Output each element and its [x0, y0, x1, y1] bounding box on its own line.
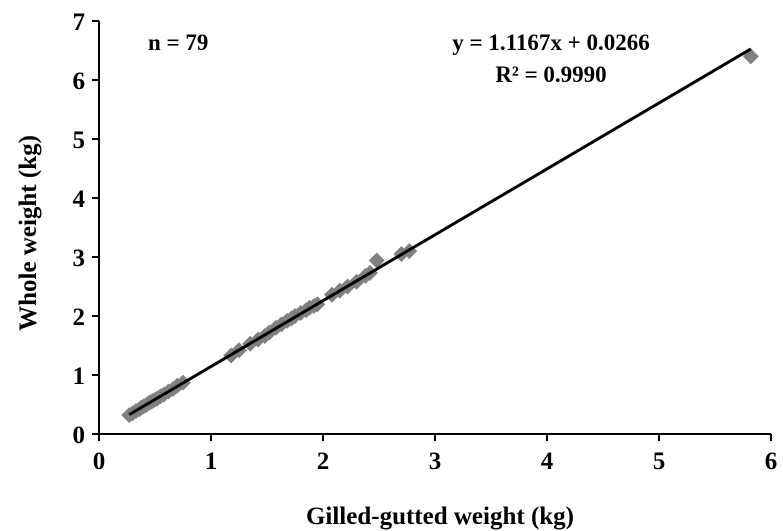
- y-tick-label: 4: [73, 186, 86, 213]
- x-tick-label: 3: [429, 448, 442, 475]
- x-tick-label: 2: [317, 448, 330, 475]
- x-axis-title: Gilled-gutted weight (kg): [306, 503, 574, 530]
- x-tick-label: 0: [93, 448, 106, 475]
- data-points: [121, 48, 759, 423]
- plot-area: 0 1 2 3 4 5 6 0 1 2 3 4 5 6 7: [73, 9, 778, 475]
- y-axis-ticks: 0 1 2 3 4 5 6 7: [73, 9, 100, 449]
- y-tick-label: 7: [73, 9, 86, 36]
- r2-annotation: R² = 0.9990: [495, 62, 606, 87]
- y-tick-label: 3: [73, 245, 86, 272]
- x-tick-label: 4: [541, 448, 554, 475]
- y-tick-label: 2: [73, 304, 86, 331]
- x-axis-ticks: 0 1 2 3 4 5 6: [93, 434, 778, 475]
- y-axis-title: Whole weight (kg): [15, 135, 42, 331]
- y-tick-label: 1: [73, 363, 86, 390]
- x-tick-label: 5: [653, 448, 666, 475]
- x-tick-label: 1: [205, 448, 218, 475]
- x-tick-label: 6: [765, 448, 778, 475]
- y-tick-label: 5: [73, 127, 86, 154]
- n-annotation: n = 79: [148, 30, 208, 55]
- trendline: [129, 49, 751, 415]
- y-tick-label: 6: [73, 68, 86, 95]
- y-tick-label: 0: [73, 422, 86, 449]
- equation-annotation: y = 1.1167x + 0.0266: [452, 30, 649, 55]
